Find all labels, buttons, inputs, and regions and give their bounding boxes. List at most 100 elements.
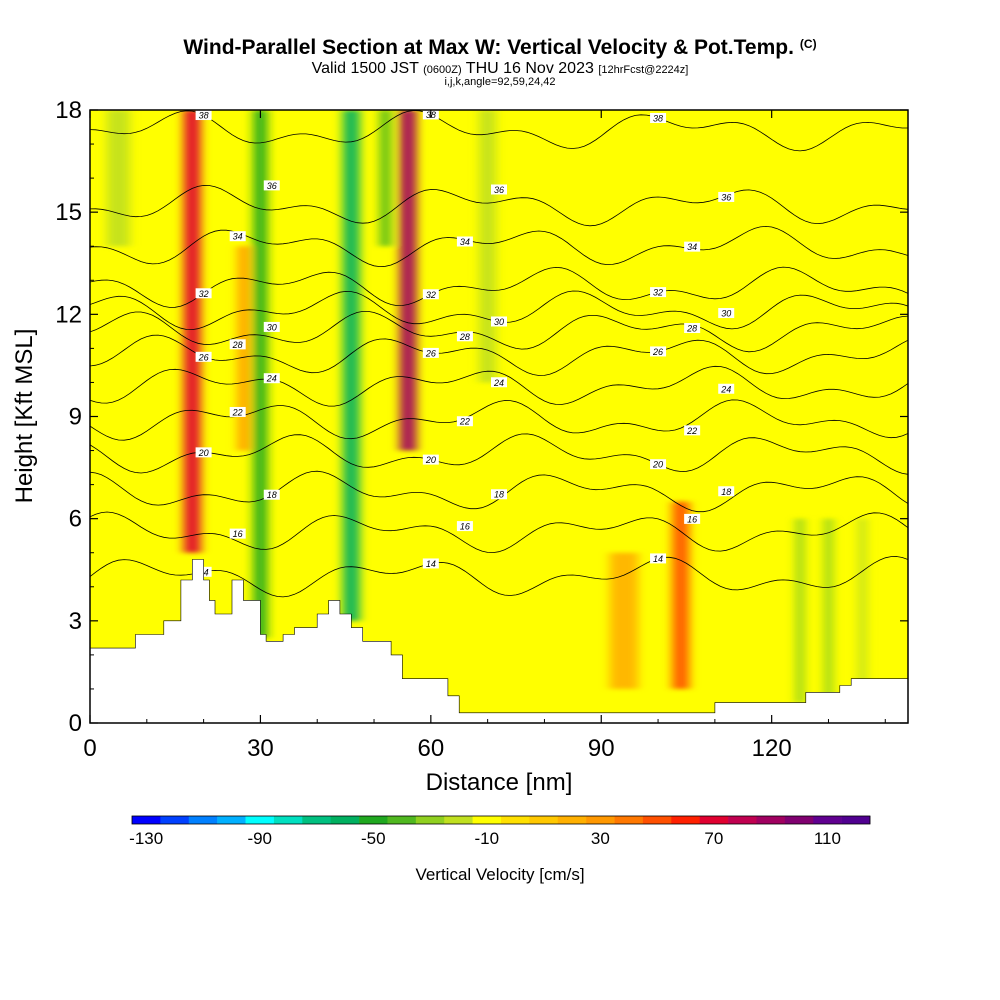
contour-label: 22 <box>459 417 470 427</box>
theta-contour-16 <box>90 511 908 554</box>
contour-label-bg <box>684 241 701 252</box>
contour-label-bg <box>263 321 280 332</box>
contour-label-bg <box>718 308 735 319</box>
contour-label: 34 <box>233 232 243 242</box>
velocity-feature-11 <box>107 110 130 247</box>
contour-label: 30 <box>721 309 731 319</box>
colorbar-swatch <box>472 816 502 824</box>
colorbar-swatch <box>501 816 530 824</box>
contour-label-bg <box>718 191 735 202</box>
velocity-feature-2 <box>342 110 360 621</box>
contour-label-bg <box>650 553 667 564</box>
colorbar-swatch <box>359 816 388 824</box>
colorbar-swatch <box>387 816 417 824</box>
y-tick-label: 0 <box>69 710 82 737</box>
colorbar-swatch <box>188 816 218 824</box>
contour-label: 18 <box>721 487 731 497</box>
theta-contour-26 <box>90 334 908 376</box>
colorbar-swatch <box>302 816 331 824</box>
colorbar-swatch <box>699 816 729 824</box>
colorbar-swatch <box>813 816 842 824</box>
contour-label: 36 <box>494 185 504 195</box>
y-axis-label: Height [Kft MSL] <box>11 329 38 504</box>
contour-label-bg <box>263 180 280 191</box>
contour-label: 26 <box>652 347 663 357</box>
colorbar-tick-label: 70 <box>704 829 723 848</box>
contour-label: 36 <box>721 192 731 202</box>
contour-label-bg <box>422 454 439 465</box>
contour-label-bg <box>684 513 701 524</box>
contour-label-bg <box>229 339 246 350</box>
colorbar-swatch <box>728 816 757 824</box>
contour-label-bg <box>456 236 473 247</box>
theta-contour-38 <box>90 110 908 152</box>
velocity-feature-10 <box>858 518 867 689</box>
y-tick-label: 6 <box>69 506 82 533</box>
theta-contours: 1414141616161818182020202222222424242626… <box>90 110 908 598</box>
colorbar-swatch <box>415 816 445 824</box>
colorbar-swatch <box>614 816 644 824</box>
contour-label-bg <box>229 406 246 417</box>
colorbar: -130 -90 -50 -10 30 70 110 <box>129 815 871 848</box>
colorbar-swatch <box>756 816 786 824</box>
velocity-feature-4 <box>379 110 392 247</box>
colorbar-tick-label: -50 <box>361 829 386 848</box>
colorbar-swatch <box>273 816 303 824</box>
x-tick-label: 120 <box>752 735 792 762</box>
theta-contour-14 <box>90 556 908 598</box>
y-tick-label: 9 <box>69 404 82 431</box>
contour-label-bg <box>195 110 212 121</box>
colorbar-label: Vertical Velocity [cm/s] <box>415 865 584 884</box>
velocity-feature-1 <box>253 110 268 638</box>
contour-label: 22 <box>232 407 243 417</box>
contour-label-bg <box>229 528 246 539</box>
contour-label-bg <box>263 373 280 384</box>
y-tick-label: 18 <box>55 97 82 124</box>
colorbar-swatch <box>557 816 587 824</box>
contour-label: 38 <box>653 113 663 123</box>
contour-label: 32 <box>426 290 436 300</box>
velocity-feature-6 <box>672 501 690 689</box>
theta-contour-20 <box>90 433 908 475</box>
colorbar-swatch <box>841 816 871 824</box>
contour-label-bg <box>650 287 667 298</box>
contour-label-bg <box>684 425 701 436</box>
colorbar-swatch <box>529 816 559 824</box>
contour-label: 22 <box>686 426 697 436</box>
contour-label: 32 <box>653 288 663 298</box>
colorbar-tick-label: 30 <box>591 829 610 848</box>
y-tick-label: 12 <box>55 301 82 328</box>
colorbar-tick-label: 110 <box>814 829 841 848</box>
x-tick-label: 0 <box>83 735 96 762</box>
contour-label-bg <box>229 231 246 242</box>
colorbar-swatch <box>784 816 814 824</box>
colorbar-swatch <box>245 816 275 824</box>
contour-label: 16 <box>233 529 243 539</box>
velocity-feature-8 <box>795 518 805 703</box>
contour-label-bg <box>491 377 507 388</box>
contour-label-bg <box>718 383 735 394</box>
contour-label: 20 <box>425 455 436 465</box>
contour-label-bg <box>456 521 473 532</box>
x-tick-label: 60 <box>417 735 444 762</box>
x-tick-label: 90 <box>588 735 615 762</box>
contour-label-bg <box>718 486 735 497</box>
contour-label: 34 <box>460 237 470 247</box>
velocity-feature-12 <box>479 110 497 383</box>
contour-label: 30 <box>267 322 277 332</box>
contour-label: 14 <box>426 559 436 569</box>
contour-label: 16 <box>460 522 470 532</box>
contour-label-bg <box>456 331 473 342</box>
contour-label: 24 <box>266 374 277 384</box>
contour-label: 28 <box>686 324 697 334</box>
contour-label: 28 <box>232 340 243 350</box>
colorbar-swatch <box>671 816 700 824</box>
contour-label: 28 <box>459 332 470 342</box>
theta-contour-22 <box>90 399 908 441</box>
contour-label: 30 <box>494 317 504 327</box>
contour-label-bg <box>422 347 439 358</box>
contour-label: 26 <box>198 352 209 362</box>
colorbar-tick-label: -10 <box>475 829 500 848</box>
contour-label-bg <box>195 447 212 458</box>
velocity-feature-7 <box>609 552 639 689</box>
